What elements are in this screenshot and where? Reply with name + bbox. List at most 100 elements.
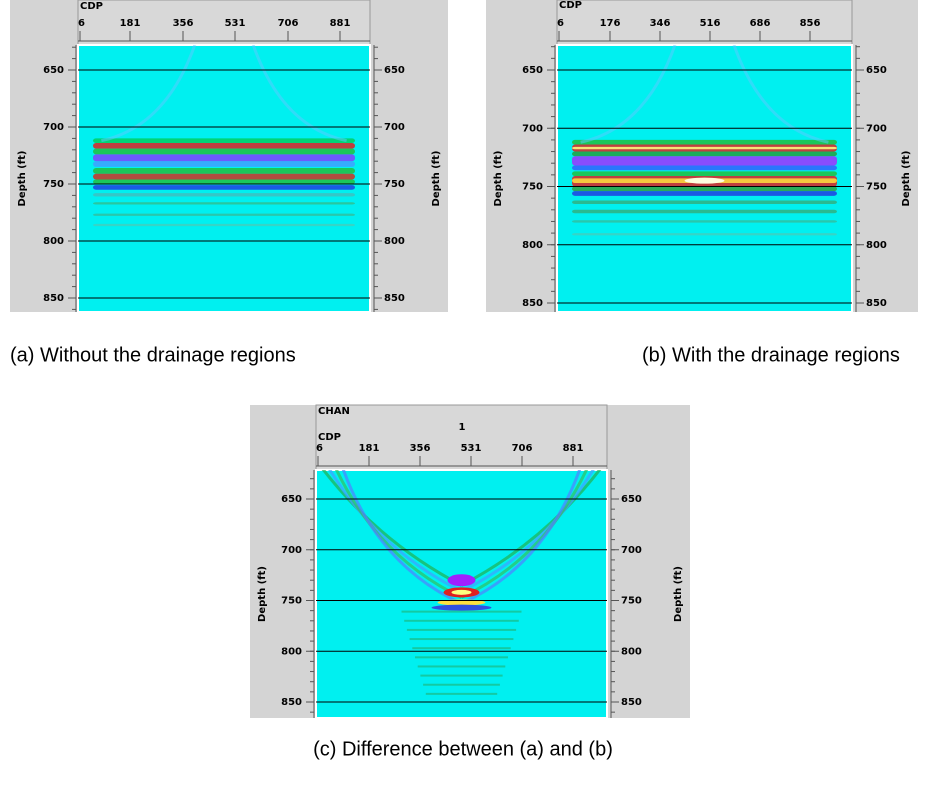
panel: 650 650 700 700 750 750 800 800 850 850 Depth (ft)…: [10, 0, 448, 366]
caption: (b) With the drainage regions: [642, 344, 900, 366]
x-tick-label: 346: [650, 18, 671, 29]
anomaly: [431, 604, 492, 611]
seismic-image: [93, 45, 355, 227]
x-title: CDP: [80, 1, 103, 12]
reflector-band: [417, 665, 506, 668]
diffraction: [460, 470, 582, 605]
y-tick-label: 700: [43, 122, 64, 133]
reflector-band: [415, 656, 508, 659]
reflector-band: [420, 674, 503, 677]
y-title: Depth (ft): [493, 151, 504, 207]
header-area: [315, 404, 608, 471]
seismic-image: [321, 470, 602, 695]
x-tick-label: 181: [120, 18, 141, 29]
panel: 650 650 700 700 750 750 800 800 850 850 Depth (ft)…: [486, 0, 918, 366]
x-tick-label: 6: [557, 18, 564, 29]
x-title: CDP: [559, 0, 582, 11]
reflector-band: [572, 151, 837, 157]
reflector-band: [572, 200, 837, 204]
anomaly: [451, 589, 472, 595]
x-tick-label: 356: [410, 443, 431, 454]
reflector-band: [425, 692, 498, 695]
x-tick-label: 686: [750, 18, 771, 29]
seismic-image: [572, 45, 837, 236]
y-tick-label: 800: [43, 236, 64, 247]
reflector-band: [572, 209, 837, 214]
x-title: CDP: [318, 432, 341, 443]
reflector-band: [93, 213, 355, 216]
x-tick-label: 881: [563, 443, 584, 454]
reflector-band: [572, 220, 837, 223]
y-tick-label: 800: [384, 236, 405, 247]
y-tick-label: 700: [384, 122, 405, 133]
y-tick-label: 750: [281, 596, 302, 607]
y-tick-label: 750: [522, 182, 543, 193]
y-tick-label: 850: [866, 298, 887, 309]
channel-title: CHAN: [318, 406, 350, 417]
y-title: Depth (ft): [901, 151, 912, 207]
reflector-band: [423, 683, 500, 686]
diffraction: [460, 470, 595, 593]
y-tick-label: 650: [384, 65, 405, 76]
y-tick-label: 850: [621, 697, 642, 708]
reflector-band: [404, 619, 519, 622]
y-tick-label: 800: [281, 646, 302, 657]
reflector-band: [93, 173, 355, 180]
y-tick-label: 700: [621, 545, 642, 556]
y-tick-label: 750: [43, 179, 64, 190]
diffraction: [341, 470, 463, 605]
x-tick-label: 706: [512, 443, 533, 454]
panel: 650 650 700 700 750 750 800 800 850 850 Depth (ft)…: [250, 404, 690, 760]
y-title: Depth (ft): [673, 566, 684, 622]
y-tick-label: 650: [43, 65, 64, 76]
diffraction: [460, 470, 589, 599]
caption: (a) Without the drainage regions: [10, 344, 296, 366]
reflector-band: [572, 165, 837, 171]
anomaly: [437, 599, 486, 606]
y-tick-label: 750: [866, 182, 887, 193]
y-title: Depth (ft): [257, 566, 268, 622]
y-tick-label: 650: [522, 65, 543, 76]
reflector-band: [572, 171, 837, 177]
x-tick-label: 531: [461, 443, 482, 454]
x-tick-label: 181: [359, 443, 380, 454]
reflector-band: [93, 185, 355, 190]
y-tick-label: 650: [281, 494, 302, 505]
x-tick-label: 356: [173, 18, 194, 29]
y-tick-label: 850: [384, 293, 405, 304]
y-tick-label: 850: [43, 293, 64, 304]
x-tick-label: 516: [700, 18, 721, 29]
y-tick-label: 700: [522, 123, 543, 134]
reflector-band: [412, 647, 511, 650]
reflector-band: [93, 148, 355, 155]
x-tick-label: 531: [225, 18, 246, 29]
diffraction: [732, 45, 829, 144]
y-tick-label: 850: [281, 697, 302, 708]
y-tick-label: 750: [621, 596, 642, 607]
caption: (c) Difference between (a) and (b): [313, 738, 613, 760]
y-tick-label: 700: [281, 545, 302, 556]
channel-value: 1: [459, 422, 466, 433]
x-tick-label: 856: [800, 18, 821, 29]
reflector-band: [93, 202, 355, 205]
reflector-band: [572, 139, 837, 145]
diffraction: [321, 470, 463, 587]
diffraction: [460, 470, 602, 587]
diffraction: [328, 470, 463, 593]
anomaly: [447, 574, 476, 587]
reflector-band: [401, 610, 522, 613]
y-tick-label: 850: [522, 298, 543, 309]
reflector-band: [409, 638, 514, 641]
reflector-band: [572, 186, 837, 192]
reflector-band: [572, 146, 837, 150]
header-area: [556, 0, 853, 46]
header-area: [77, 0, 371, 46]
y-tick-label: 700: [866, 123, 887, 134]
reflector-band: [93, 154, 355, 162]
x-tick-label: 6: [78, 18, 85, 29]
reflector-band: [406, 628, 517, 631]
y-tick-label: 800: [621, 646, 642, 657]
diffraction: [334, 470, 463, 599]
y-tick-label: 800: [866, 240, 887, 251]
